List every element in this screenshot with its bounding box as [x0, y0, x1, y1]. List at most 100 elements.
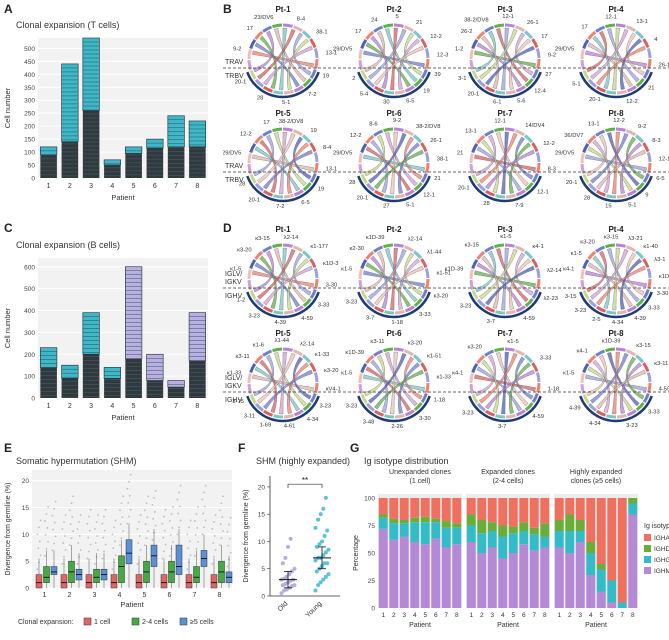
chord-ribbon: [385, 28, 418, 83]
chord-ribbon: [365, 262, 411, 308]
data-point: [321, 577, 326, 582]
x-tick-label: 7: [620, 612, 624, 619]
chord-label: κ4-1: [576, 349, 587, 355]
bar-expanded: [82, 312, 100, 355]
outlier-point: [53, 542, 55, 545]
stacked-segment: [540, 523, 550, 537]
chord-sector: [626, 189, 637, 197]
chord-label: κ3-20: [467, 345, 482, 351]
y-tick-label: 500: [24, 286, 35, 293]
chord-label: 21: [457, 150, 463, 156]
outlier-point: [53, 521, 56, 524]
chord-label: 12-2: [626, 99, 638, 105]
chord-sector: [373, 245, 384, 253]
chord-sector: [647, 162, 652, 173]
chord-sector: [302, 182, 312, 192]
chord-label: 20-1: [566, 180, 578, 186]
outlier-point: [71, 516, 74, 519]
y-tick-label: 300: [24, 98, 35, 105]
outlier-point: [87, 536, 90, 539]
chord-sector: [420, 142, 428, 153]
chord-label: 9: [645, 192, 648, 198]
x-tick-label: 2: [68, 183, 72, 190]
chord-sector: [524, 402, 534, 412]
stacked-segment: [389, 518, 399, 524]
stacked-segment: [431, 522, 441, 539]
legend-title: Ig isotype: [644, 523, 669, 530]
outlier-point: [86, 557, 89, 560]
chord-sector: [536, 162, 541, 173]
stacked-segment: [607, 602, 617, 608]
chord-ribbon: [257, 249, 296, 300]
chord-ribbon: [479, 353, 518, 404]
chord-ribbon: [476, 262, 522, 308]
chord-sector: [302, 134, 312, 144]
chord-label: 3-30: [326, 282, 338, 288]
stacked-segment: [596, 591, 606, 608]
lower-chain-arc: [579, 71, 653, 99]
chord-sector: [420, 393, 428, 403]
bar-singleton: [189, 146, 206, 178]
outlier-point: [154, 490, 157, 492]
chord-sector: [587, 30, 597, 40]
chord-ribbon: [607, 132, 640, 187]
chord-sector: [247, 383, 253, 394]
chord-sector: [293, 349, 303, 357]
chord-ribbon: [274, 28, 307, 83]
chord-label: 38-2/DV8: [464, 17, 489, 23]
chord-sector: [646, 152, 652, 163]
chord-sector: [404, 245, 414, 253]
chord-sector: [302, 30, 312, 40]
chord-sector: [365, 182, 375, 192]
outlier-point: [178, 526, 180, 529]
chord-ribbon: [390, 131, 398, 195]
chord-sector: [531, 38, 539, 49]
chord-sector: [505, 193, 516, 199]
chord-sector: [420, 38, 428, 49]
stacked-segment: [399, 498, 409, 520]
outlier-point: [139, 549, 142, 551]
chord-label: 21: [434, 176, 440, 182]
bar-expanded: [82, 37, 100, 111]
chord-sector: [580, 279, 586, 290]
stacked-segment: [399, 520, 409, 524]
chord-label: 20-1: [248, 197, 260, 203]
chord-label: 3-7: [487, 319, 495, 325]
chord-plot-title: Pt-6: [386, 109, 402, 118]
lower-chain-arc: [246, 291, 320, 319]
chord-ribbon: [587, 146, 633, 192]
chord-sector: [425, 278, 430, 289]
chord-label: 3-23: [460, 304, 472, 310]
chord-sector: [626, 409, 637, 417]
chord-diagram: [468, 243, 542, 319]
outlier-point: [126, 522, 129, 525]
box: [185, 574, 193, 589]
stacked-segment: [596, 564, 606, 570]
chord-label: κ3-15: [464, 243, 479, 249]
chord-ribbon: [368, 29, 407, 80]
chord-diagram: [357, 23, 431, 99]
stacked-segment: [596, 569, 606, 592]
stacked-segment: [389, 539, 399, 608]
chord-label: 4: [654, 37, 658, 43]
chord-label: 17: [247, 26, 253, 32]
chord-sector: [302, 298, 312, 308]
chord-ribbon: [620, 142, 642, 194]
y-tick-label: 15: [22, 505, 30, 512]
legend-label: IGHD: [654, 546, 669, 553]
x-axis-title: Patient: [120, 600, 144, 609]
outlier-point: [219, 509, 221, 512]
chord-sector: [374, 189, 384, 197]
x-tick-label: 6: [610, 612, 614, 619]
chord-ribbon: [279, 247, 287, 311]
chord-label: 3-23: [346, 299, 358, 305]
chord-ribbon: [485, 265, 535, 306]
stacked-segment: [410, 522, 420, 542]
chord-ribbon: [257, 353, 296, 404]
stacked-segment: [466, 498, 476, 515]
stacked-segment: [441, 498, 451, 522]
outlier-point: [102, 536, 105, 539]
chord-sector: [471, 363, 479, 373]
bar-singleton: [40, 367, 57, 398]
chord-ribbon: [476, 366, 522, 412]
